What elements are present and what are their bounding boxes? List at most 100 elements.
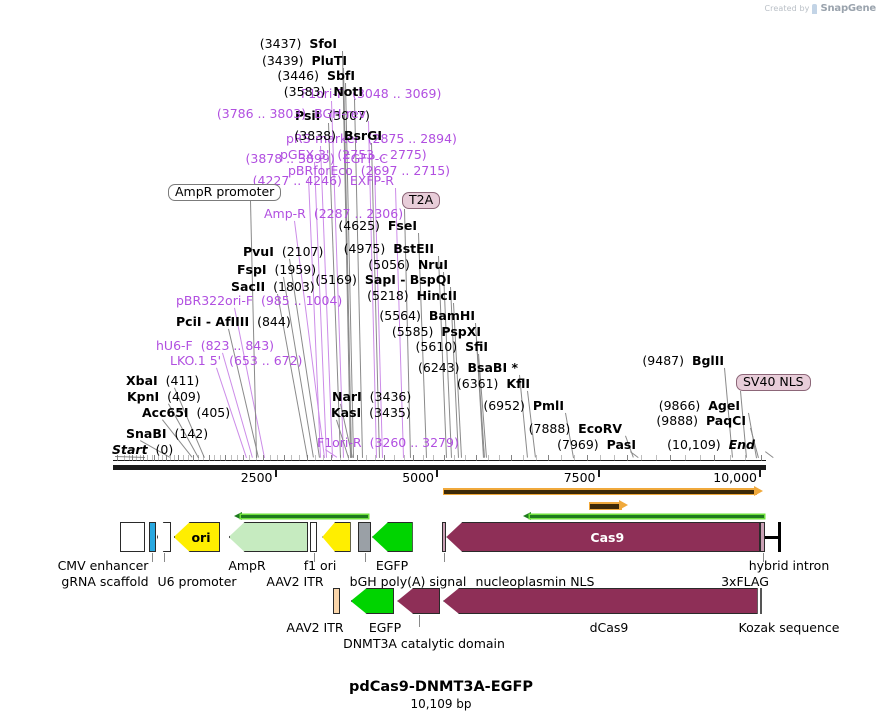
feature-annotation-label[interactable]: SnaBI (142) [126, 427, 208, 440]
ruler-minor-tick [454, 455, 456, 461]
green-line-ampr[interactable] [233, 512, 369, 521]
dnmt3a-catalytic[interactable] [397, 588, 441, 614]
ruler-minor-tick [699, 455, 701, 461]
ruler-hairline [113, 460, 766, 461]
feature-annotation-label[interactable]: Start (0) [112, 443, 173, 456]
feature-annotation-label[interactable]: (3439) PluTI [0, 54, 347, 67]
nucleoplasmin-nls[interactable] [442, 522, 447, 552]
feature-annotation-label[interactable]: hU6-F (823 .. 843) [156, 339, 274, 352]
feature-label: AAV2 ITR [286, 620, 344, 635]
ruler-minor-tick [154, 455, 156, 461]
ruler-minor-tick [627, 455, 629, 461]
ruler-tick-label: 5000 [402, 470, 434, 485]
feature-annotation-label[interactable]: KasI (3435) [331, 406, 411, 419]
ruler-minor-tick [375, 455, 377, 461]
feature-annotation-label[interactable]: (4227 .. 4246) EXFP-R [0, 173, 394, 188]
annotation-position: (4227 .. 4246) [252, 173, 342, 188]
feature-annotation-label[interactable]: (9866) AgeI [0, 399, 740, 412]
snapgene-logo-icon [812, 3, 818, 14]
ruler-minor-tick [213, 455, 215, 461]
feature-annotation-label[interactable]: pGEX 3' (2753 .. 2775) [280, 148, 427, 161]
ruler-minor-tick [270, 455, 271, 461]
feature-badge-label[interactable]: SV40 NLS [736, 374, 811, 391]
feature-annotation-label[interactable]: (9888) PaqCI [0, 413, 746, 428]
feature-annotation-label[interactable]: (6243) BsaBI * [0, 361, 518, 374]
feature-annotation-label[interactable]: (3878 .. 3899) EGFP-C [0, 152, 388, 165]
feature-annotation-label[interactable]: (5056) NruI [0, 258, 448, 271]
feature-annotation-label[interactable]: SacII (1803) [231, 280, 315, 293]
feature-annotation-label[interactable]: (7969) PasI [0, 438, 636, 451]
feature-annotation-label[interactable]: Acc65I (405) [142, 406, 230, 419]
feature-annotation-label[interactable]: pBRforEco (2697 .. 2715) [288, 164, 450, 177]
annotation-name: FspI [237, 262, 267, 277]
hybrid-intron[interactable] [764, 522, 781, 552]
feature-annotation-label[interactable]: PvuI (2107) [243, 245, 323, 258]
feature-annotation-label[interactable]: (6361) KflI [0, 377, 530, 390]
annotation-name: SbfI [326, 68, 355, 83]
feature-annotation-label[interactable]: (6952) PmlI [0, 398, 564, 413]
ruler-minor-tick [306, 455, 308, 461]
f1-ori[interactable] [322, 522, 351, 552]
feature-annotation-label[interactable]: (7888) EcoRV [0, 422, 622, 435]
feature-annotation-label[interactable]: (5585) PspXI [0, 325, 481, 338]
feature-annotation-label[interactable]: (4975) BstEII [0, 242, 434, 255]
grna-scaffold[interactable] [149, 522, 156, 552]
feature-annotation-label[interactable]: PsiI (3007) [295, 109, 370, 122]
feature-annotation-label[interactable]: LKO.1 5' (653 .. 672) [170, 354, 302, 367]
cas9[interactable]: Cas9 [446, 522, 761, 552]
annotation-position: (9888) [656, 413, 698, 428]
feature-annotation-label[interactable]: KpnI (409) [127, 389, 201, 404]
ruler-tick-label: 7500 [563, 470, 596, 485]
feature-annotation-label[interactable]: XbaI (411) [126, 374, 199, 387]
feature-label: nucleoplasmin NLS [475, 574, 595, 589]
feature-annotation-label[interactable]: FspI (1959) [237, 262, 316, 277]
feature-annotation-label[interactable]: (5218) HincII [0, 289, 457, 302]
u6-promoter[interactable] [156, 522, 172, 552]
feature-annotation-label[interactable]: (3583) NotI [0, 85, 363, 98]
short-orange-arrow[interactable] [589, 500, 629, 510]
ruler-minor-tick [433, 455, 435, 461]
bgh-polya-signal[interactable] [357, 522, 372, 552]
orange-arrow-head [619, 500, 629, 510]
watermark-brand: SnapGene [820, 3, 876, 14]
green-line-cmv[interactable] [522, 512, 765, 521]
feature-annotation-label[interactable]: (9487) BglII [0, 354, 724, 367]
ruler-minor-tick [198, 455, 200, 461]
feature-annotation-label[interactable]: (10,109) End [0, 438, 755, 451]
long-orange-arrow[interactable] [443, 486, 763, 496]
feature-label-tick [444, 553, 446, 562]
aav2-itr-2[interactable] [332, 588, 341, 614]
feature-annotation-label[interactable]: (5610) SfiI [0, 340, 488, 353]
egfp-2[interactable] [350, 588, 394, 614]
feature-annotation-label[interactable]: (3437) SfoI [0, 37, 337, 50]
feature-annotation-label[interactable]: pBR322ori-F (985 .. 1004) [176, 294, 342, 307]
dcas9[interactable] [443, 588, 758, 614]
feature-annotation-label[interactable]: (4625) FseI [0, 219, 417, 232]
feature-annotation-label[interactable]: PciI - AfIIII (844) [176, 315, 291, 328]
feature-annotation-label[interactable]: (5564) BamHI [0, 309, 475, 322]
annotation-name: KpnI [127, 389, 160, 404]
feature-annotation-label[interactable]: NarI (3436) [332, 390, 411, 403]
cmv-enhancer[interactable] [119, 522, 146, 552]
feature-annotation-label[interactable]: F1ori-R (3260 .. 3279) [317, 436, 459, 449]
ori[interactable]: ori [173, 522, 221, 552]
feature-badge-label[interactable]: AmpR promoter [168, 184, 282, 201]
feature-annotation-label[interactable]: (3446) SbfI [0, 68, 355, 83]
aav2-itr-1[interactable] [310, 522, 318, 552]
feature-annotation-label[interactable]: (3838) BsrGI [0, 129, 382, 142]
3xflag[interactable] [760, 522, 765, 552]
feature-annotation-label[interactable]: pRS-marker (2875 .. 2894) [286, 132, 457, 145]
kozak-sequence[interactable] [760, 588, 763, 614]
ruler-minor-tick [655, 455, 657, 461]
feature-inline-label: ori [191, 529, 211, 545]
annotation-name: PmlI [532, 398, 564, 413]
feature-annotation-label[interactable]: (5169) SapI - BspQI [0, 273, 451, 286]
feature-badge-label[interactable]: T2A [402, 192, 441, 209]
feature-annotation-label[interactable]: (3786 .. 3803) BGH-rev [0, 107, 366, 120]
feature-annotation-label[interactable]: F1ori-F (3048 .. 3069) [301, 87, 441, 100]
egfp-1[interactable] [372, 522, 413, 552]
ampr[interactable] [228, 522, 309, 552]
ruler-minor-tick [231, 455, 233, 461]
feature-annotation-label[interactable]: Amp-R (2287 .. 2306) [264, 207, 403, 220]
ruler-minor-tick [523, 455, 525, 461]
